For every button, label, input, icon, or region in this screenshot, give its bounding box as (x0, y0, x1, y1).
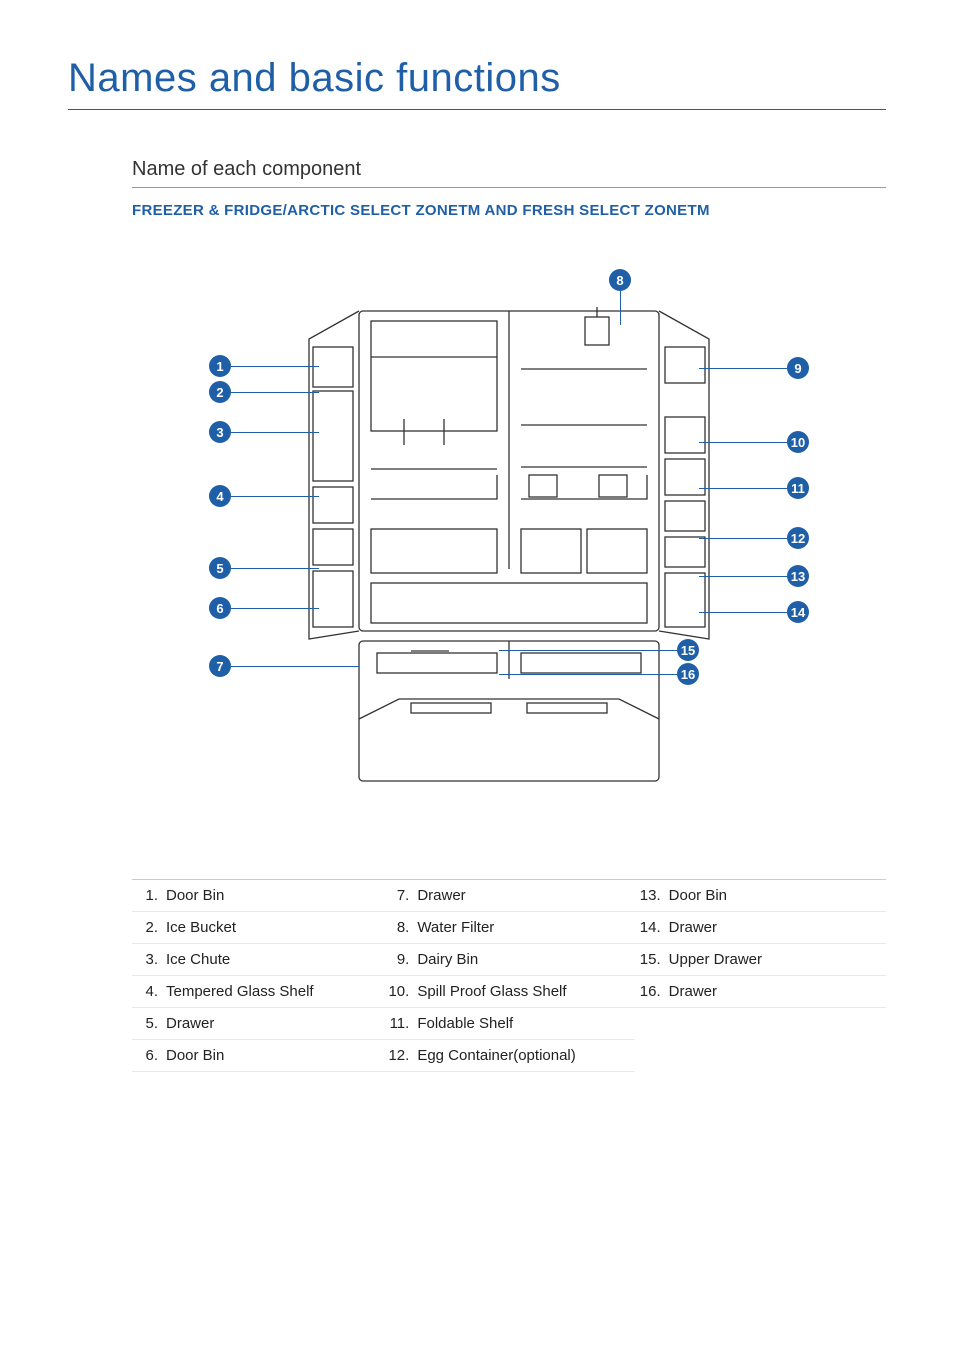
legend-row: 9.Dairy Bin (383, 944, 634, 976)
legend-row: 10.Spill Proof Glass Shelf (383, 976, 634, 1008)
section-title: Name of each component (132, 158, 886, 188)
callout-3: 3 (209, 421, 319, 443)
legend-label: Drawer (669, 919, 717, 936)
callout-14: 14 (699, 601, 809, 623)
legend-row: 11.Foldable Shelf (383, 1008, 634, 1040)
callout-2: 2 (209, 381, 319, 403)
callout-1: 1 (209, 355, 319, 377)
page-title: Names and basic functions (68, 56, 886, 110)
callout-7: 7 (209, 655, 359, 677)
callout-15: 15 (499, 639, 699, 661)
legend-label: Drawer (669, 983, 717, 1000)
callout-4: 4 (209, 485, 319, 507)
legend-row: 13.Door Bin (635, 880, 886, 912)
callout-16: 16 (499, 663, 699, 685)
legend-label: Dairy Bin (417, 951, 478, 968)
legend-label: Spill Proof Glass Shelf (417, 983, 566, 1000)
legend-label: Door Bin (166, 887, 224, 904)
legend-label: Egg Container(optional) (417, 1047, 575, 1064)
legend-row: 6.Door Bin (132, 1040, 383, 1072)
legend-row: 14.Drawer (635, 912, 886, 944)
callout-8: 8 (609, 269, 631, 325)
callout-5: 5 (209, 557, 319, 579)
callout-12: 12 (699, 527, 809, 549)
legend-row: 2.Ice Bucket (132, 912, 383, 944)
legend-label: Water Filter (417, 919, 494, 936)
legend-row: 4.Tempered Glass Shelf (132, 976, 383, 1008)
legend-label: Upper Drawer (669, 951, 762, 968)
legend-label: Foldable Shelf (417, 1015, 513, 1032)
legend-table: 1.Door Bin2.Ice Bucket3.Ice Chute4.Tempe… (132, 879, 886, 1072)
callout-6: 6 (209, 597, 319, 619)
sub-title: FREEZER & FRIDGE/ARCTIC SELECT ZONETM AN… (132, 202, 886, 219)
fridge-illustration (299, 299, 719, 799)
callout-13: 13 (699, 565, 809, 587)
legend-label: Drawer (166, 1015, 214, 1032)
legend-row: 3.Ice Chute (132, 944, 383, 976)
legend-row: 7.Drawer (383, 880, 634, 912)
callout-10: 10 (699, 431, 809, 453)
legend-label: Ice Chute (166, 951, 230, 968)
legend-row: 1.Door Bin (132, 880, 383, 912)
legend-row: 8.Water Filter (383, 912, 634, 944)
legend-label: Tempered Glass Shelf (166, 983, 314, 1000)
legend-row: 5.Drawer (132, 1008, 383, 1040)
callout-9: 9 (699, 357, 809, 379)
legend-label: Door Bin (669, 887, 727, 904)
legend-row: 15.Upper Drawer (635, 944, 886, 976)
legend-row: 12.Egg Container(optional) (383, 1040, 634, 1072)
legend-row: 16.Drawer (635, 976, 886, 1008)
legend-label: Drawer (417, 887, 465, 904)
diagram: 1234567 91011121314 1516 8 (189, 259, 829, 819)
callout-11: 11 (699, 477, 809, 499)
legend-label: Door Bin (166, 1047, 224, 1064)
legend-label: Ice Bucket (166, 919, 236, 936)
